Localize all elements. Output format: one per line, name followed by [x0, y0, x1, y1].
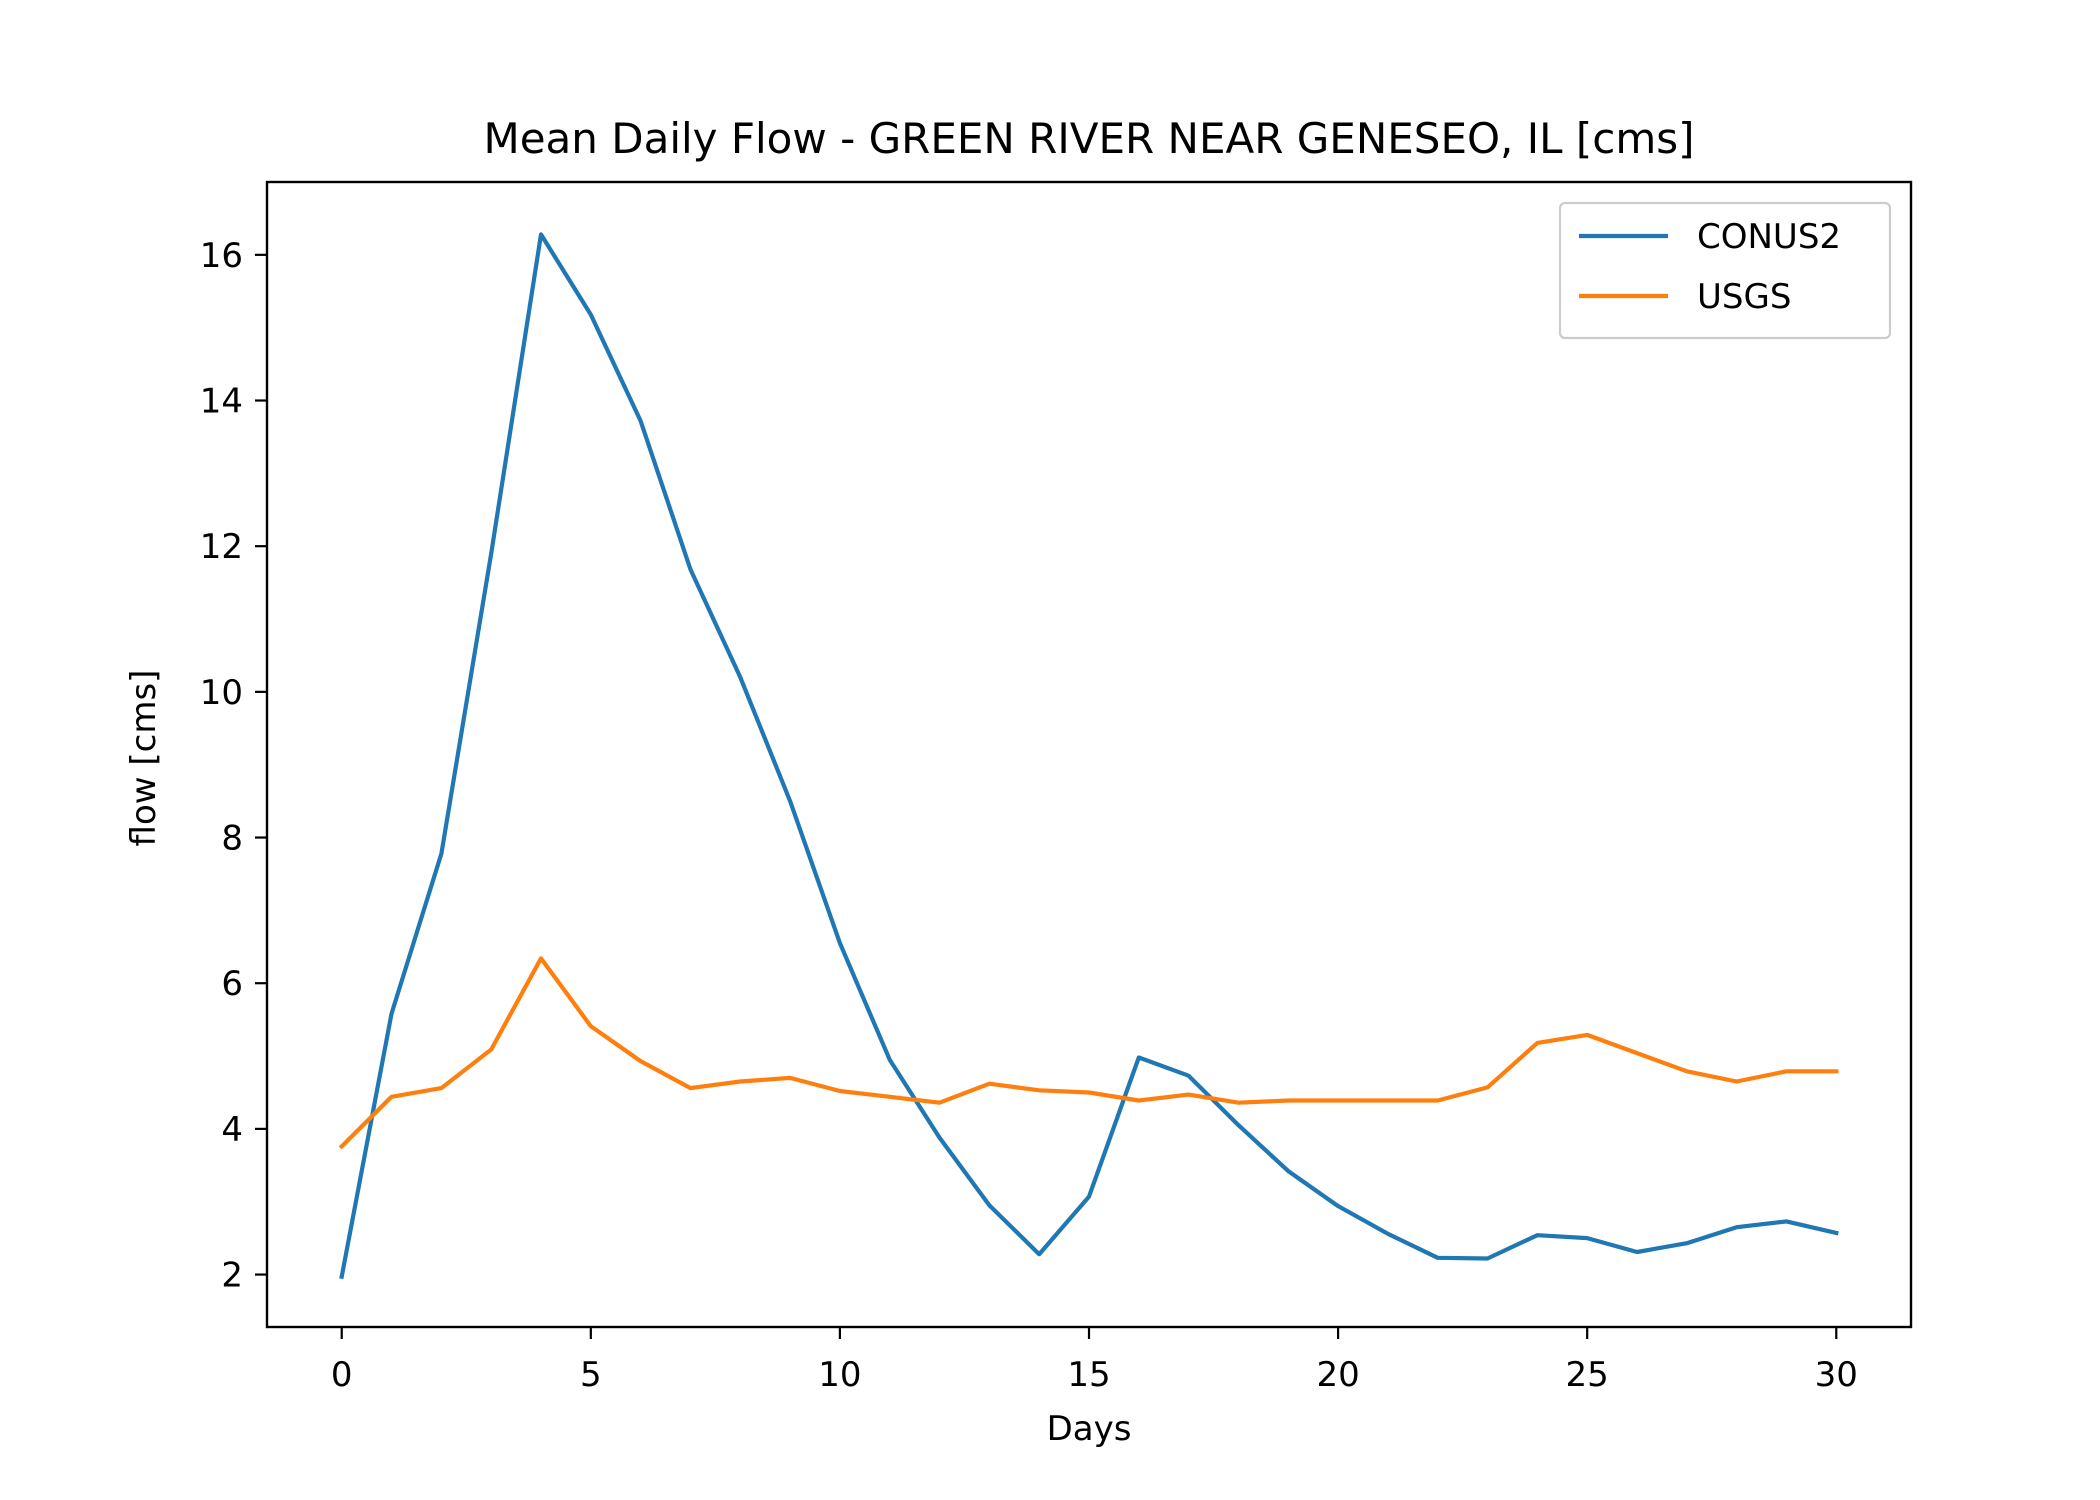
- chart-title: Mean Daily Flow - GREEN RIVER NEAR GENES…: [483, 114, 1694, 163]
- y-tick-label: 10: [200, 673, 243, 713]
- x-tick-label: 0: [331, 1355, 353, 1395]
- y-tick-label: 4: [221, 1110, 243, 1150]
- x-axis-ticks: 0 5 10 15 20 25 30: [331, 1327, 1858, 1395]
- legend-label: USGS: [1697, 277, 1791, 317]
- x-tick-label: 20: [1316, 1355, 1359, 1395]
- y-tick-label: 12: [200, 527, 243, 567]
- x-axis-label: Days: [1047, 1409, 1132, 1449]
- legend-item-usgs: USGS: [1579, 277, 1791, 317]
- y-axis-label: flow [cms]: [124, 670, 164, 847]
- plot-frame: [265, 180, 1913, 1329]
- y-tick-label: 2: [221, 1256, 243, 1296]
- series-lines: [338, 232, 1839, 1280]
- x-tick-label: 25: [1566, 1355, 1609, 1395]
- series-line-conus2: [339, 232, 1839, 1280]
- x-tick-label: 5: [580, 1355, 602, 1395]
- y-tick-label: 16: [200, 236, 243, 276]
- y-tick-label: 14: [200, 382, 243, 422]
- y-axis-ticks: 2 4 6 8 10 12 14 16: [200, 236, 267, 1296]
- plot-background: [267, 182, 1911, 1327]
- series-line-usgs: [338, 956, 1839, 1150]
- x-tick-label: 30: [1815, 1355, 1858, 1395]
- x-tick-label: 10: [818, 1355, 861, 1395]
- x-tick-label: 15: [1067, 1355, 1110, 1395]
- legend-item-conus2: CONUS2: [1579, 217, 1841, 257]
- legend: CONUS2 USGS: [1558, 201, 1892, 340]
- y-tick-label: 8: [221, 819, 243, 859]
- legend-label: CONUS2: [1697, 217, 1841, 257]
- y-tick-label: 6: [221, 964, 243, 1004]
- plot-area: 0 5 10 15 20 25 30 2 4 6 8 10 12 14 16: [200, 180, 1913, 1395]
